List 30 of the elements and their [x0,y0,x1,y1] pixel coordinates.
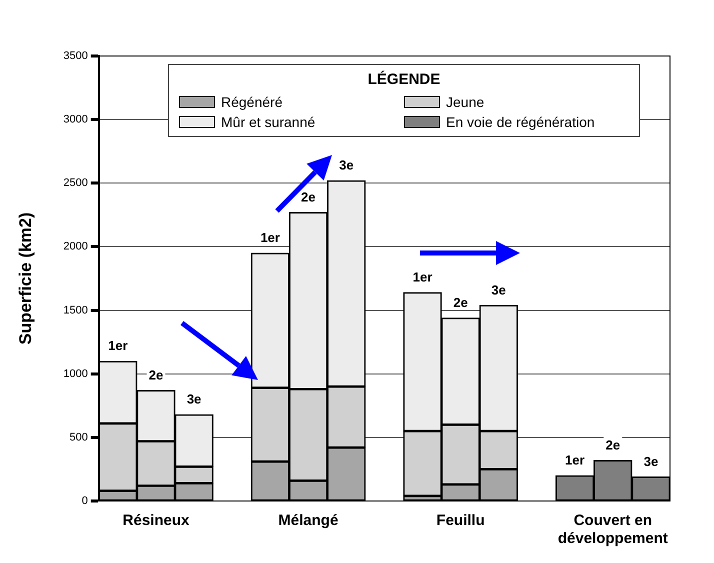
y-axis-title: Superficie (km2) [16,212,35,345]
x-tick-label: Feuillu [436,512,485,530]
x-tick-label: Résineux [122,512,190,530]
x-tick-label: Couvert en développement [558,512,668,548]
y-tick-label: 0 [82,495,88,508]
x-tick-label: Mélangé [278,512,338,530]
y-tick-label: 2500 [63,177,88,190]
y-tick-label: 500 [70,431,88,444]
legend-label: Jeune [446,94,484,110]
legend-title: LÉGENDE [366,71,442,88]
y-tick-label: 3500 [63,50,88,62]
legend-label: Régénéré [221,94,282,110]
annotation: 2e [453,294,468,310]
legend-label: En voie de régénération [446,114,595,130]
y-tick-label: 3000 [63,114,88,126]
annotation: 1er [108,338,128,354]
annotation: 3e [186,392,202,407]
annotation: 1er [260,230,280,246]
y-tick-label: 1000 [63,368,88,380]
annotation: 1er [565,452,585,468]
legend-label: Mûr et suranné [221,114,316,130]
annotation: 2e [606,437,620,452]
annotation: 2e [148,367,164,382]
annotation: 3e [491,282,506,298]
annotation: 3e [644,454,658,469]
annotation: 1er [412,270,432,285]
y-tick-label: 1500 [63,304,88,316]
annotation: 3e [339,158,354,173]
y-tick-label: 2000 [63,240,88,253]
annotation: 2e [301,189,316,204]
